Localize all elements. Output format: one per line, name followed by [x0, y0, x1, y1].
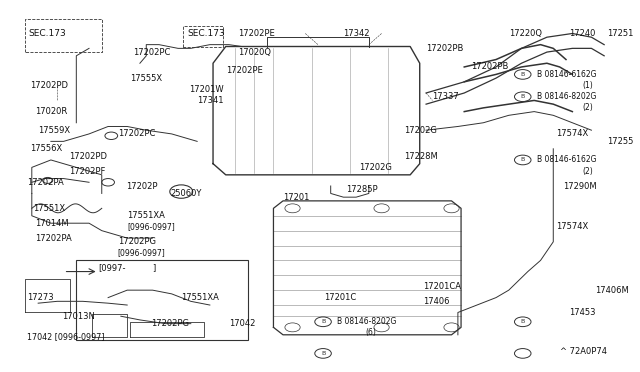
Text: 17574X: 17574X	[556, 222, 589, 231]
Text: B: B	[520, 94, 525, 99]
Text: 17251: 17251	[607, 29, 634, 38]
Text: 17559X: 17559X	[38, 126, 70, 135]
Text: [0996-0997]: [0996-0997]	[118, 248, 165, 257]
Text: 17202PB: 17202PB	[470, 62, 508, 71]
Text: (2): (2)	[582, 103, 593, 112]
Text: 17342: 17342	[344, 29, 370, 38]
Text: 17202PE: 17202PE	[239, 29, 275, 38]
Text: 17202PA: 17202PA	[35, 234, 72, 243]
Bar	[76, 260, 248, 340]
Text: B: B	[321, 319, 325, 324]
Text: 17290M: 17290M	[563, 182, 596, 190]
Text: 17201: 17201	[283, 193, 309, 202]
Text: B: B	[321, 351, 325, 356]
Text: B 08146-8202G: B 08146-8202G	[337, 317, 396, 326]
Text: 17551XA: 17551XA	[127, 211, 165, 220]
Text: 17341: 17341	[197, 96, 223, 105]
Text: SEC.173: SEC.173	[29, 29, 67, 38]
Text: 17013N: 17013N	[62, 312, 95, 321]
Text: 17202PD: 17202PD	[31, 81, 68, 90]
Text: 17285P: 17285P	[347, 185, 378, 194]
Text: 17202PE: 17202PE	[226, 66, 262, 75]
Text: B 08146-8202G: B 08146-8202G	[538, 92, 596, 101]
Text: 17202PC: 17202PC	[134, 48, 171, 57]
Text: B: B	[520, 319, 525, 324]
Text: 17337: 17337	[433, 92, 459, 101]
Text: 17555X: 17555X	[131, 74, 163, 83]
Text: 17273: 17273	[27, 293, 53, 302]
Text: 17202PD: 17202PD	[68, 152, 107, 161]
Text: 17202PG: 17202PG	[151, 319, 189, 328]
Text: [0997-: [0997-	[99, 263, 126, 272]
Text: 17014M: 17014M	[35, 219, 68, 228]
Text: 17202PA: 17202PA	[27, 178, 63, 187]
Text: 17556X: 17556X	[31, 144, 63, 153]
Text: 17406M: 17406M	[595, 286, 628, 295]
Text: ]: ]	[152, 263, 156, 272]
Text: 17551XA: 17551XA	[181, 293, 219, 302]
Text: (2): (2)	[582, 167, 593, 176]
Text: 17202G: 17202G	[404, 126, 436, 135]
Text: 17551X: 17551X	[33, 204, 65, 213]
Text: [0996-0997]: [0996-0997]	[127, 222, 175, 231]
Text: 17220Q: 17220Q	[509, 29, 541, 38]
Text: 17453: 17453	[569, 308, 596, 317]
Text: 17020R: 17020R	[35, 107, 67, 116]
Text: 17020Q: 17020Q	[239, 48, 271, 57]
Text: 17202PG: 17202PG	[118, 237, 156, 246]
Text: 17201CA: 17201CA	[423, 282, 461, 291]
Text: 17202PF: 17202PF	[68, 167, 105, 176]
Text: B: B	[520, 72, 525, 77]
Text: 17202PB: 17202PB	[426, 44, 463, 53]
Text: (1): (1)	[582, 81, 593, 90]
Text: 17201W: 17201W	[189, 85, 224, 94]
Text: 17042: 17042	[229, 319, 255, 328]
Text: 25060Y: 25060Y	[170, 189, 202, 198]
Text: B 08146-6162G: B 08146-6162G	[538, 155, 597, 164]
Text: 17201C: 17201C	[324, 293, 356, 302]
Text: SEC.173: SEC.173	[188, 29, 225, 38]
Text: B 08146-6162G: B 08146-6162G	[538, 70, 597, 79]
Text: 17202G: 17202G	[359, 163, 392, 172]
Text: 17255: 17255	[607, 137, 634, 146]
Text: B: B	[520, 157, 525, 163]
Text: ^ 72A0P74: ^ 72A0P74	[559, 347, 607, 356]
Text: 17240: 17240	[569, 29, 596, 38]
Text: 17574X: 17574X	[556, 129, 589, 138]
Text: 17228M: 17228M	[404, 152, 438, 161]
Text: 17042 [0996-0997]: 17042 [0996-0997]	[27, 332, 104, 341]
Text: 17202P: 17202P	[126, 182, 157, 190]
Text: (6): (6)	[365, 328, 376, 337]
Text: 17202PC: 17202PC	[118, 129, 155, 138]
Text: 17406: 17406	[423, 297, 449, 306]
